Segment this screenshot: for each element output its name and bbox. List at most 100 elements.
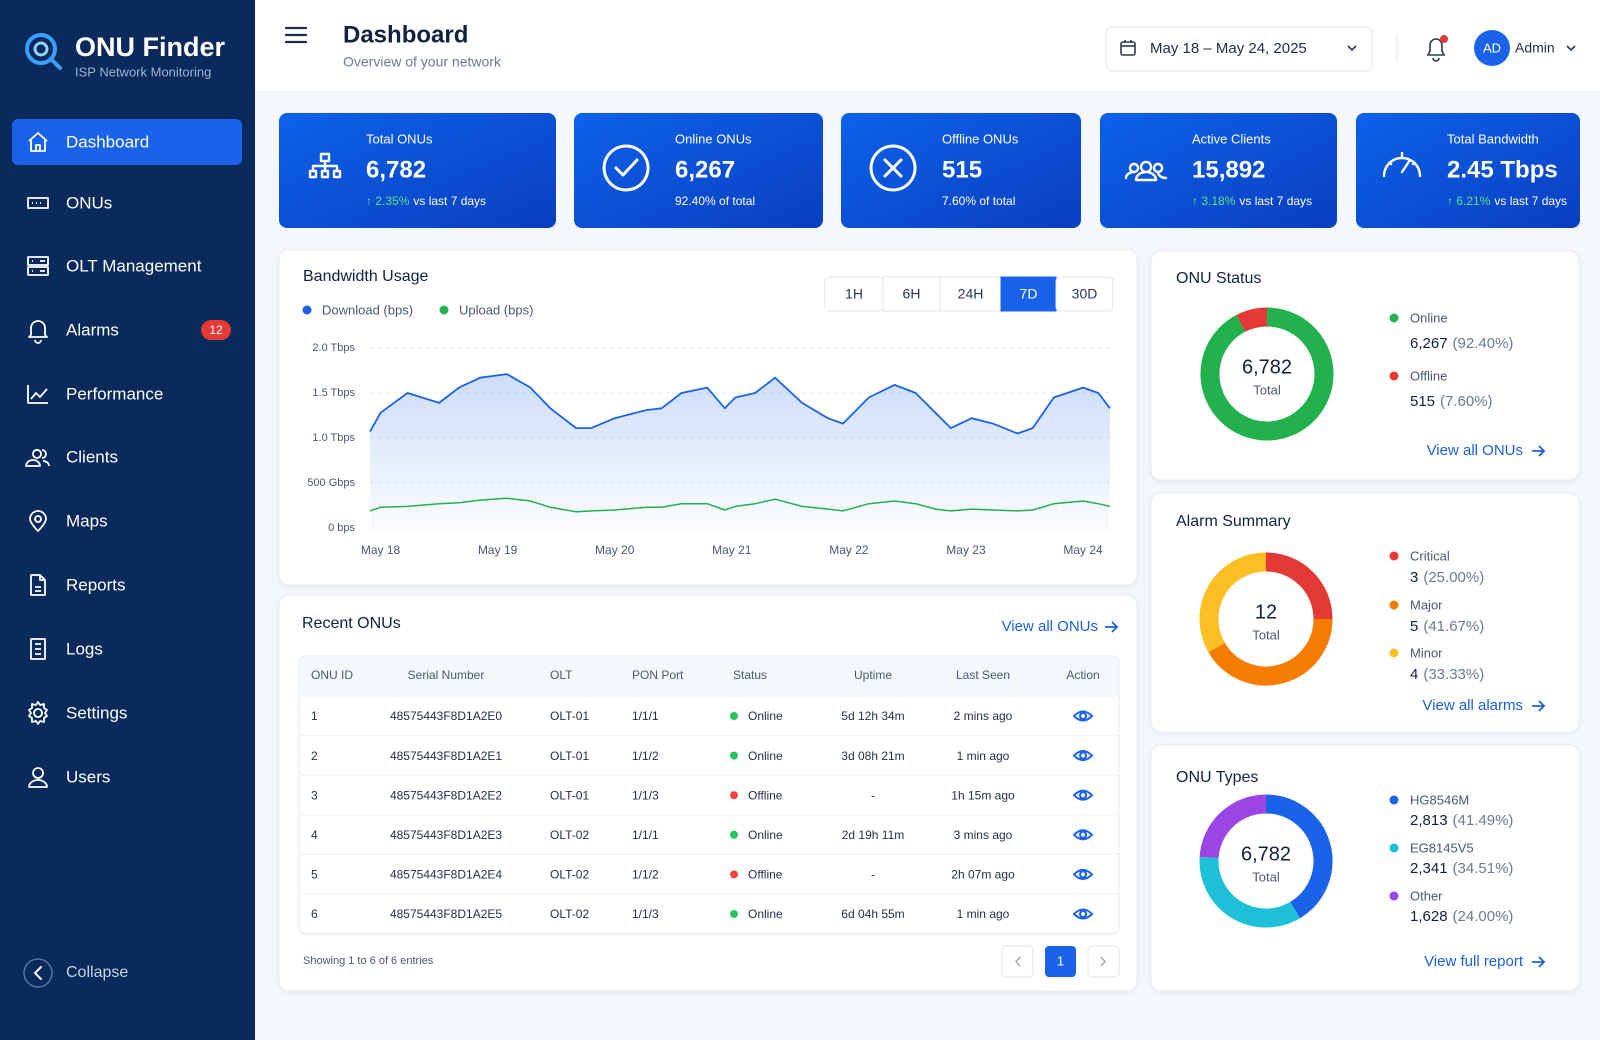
range-label[interactable]: 6H	[903, 286, 921, 302]
table-cell: 3 mins ago	[954, 828, 1013, 842]
card-title: ONU Types	[1176, 769, 1258, 786]
nav-item[interactable]: Logs	[66, 639, 103, 658]
page-current[interactable]	[1045, 946, 1076, 977]
table-cell: 1	[311, 709, 318, 723]
range-label[interactable]: 1H	[845, 286, 863, 302]
table-cell: 48575443F8D1A2E4	[390, 868, 502, 882]
collapse-label[interactable]: Collapse	[66, 964, 128, 981]
legend-label: Minor	[1410, 645, 1443, 660]
kpi-change: ↑ 6.21%	[1447, 194, 1491, 208]
range-button[interactable]	[1055, 276, 1114, 312]
legend-percent: (24.00%)	[1453, 908, 1514, 925]
sidebar	[0, 0, 255, 1040]
donut-center-value: 12	[1255, 601, 1277, 623]
page-prev[interactable]	[1001, 945, 1034, 978]
legend-value: 2,813 (41.49%)	[1410, 812, 1513, 829]
kpi-footnote: ↑ 2.35% vs last 7 days	[366, 194, 486, 208]
table-cell: OLT-01	[550, 788, 589, 802]
table-cell: 48575443F8D1A2E3	[390, 828, 502, 842]
nav-item[interactable]: ONUs	[66, 193, 112, 212]
donut-segment	[1199, 856, 1300, 928]
table-cell: 1/1/3	[632, 907, 659, 921]
table-cell: 1 min ago	[957, 907, 1010, 921]
nav-item[interactable]: Alarms	[66, 320, 119, 339]
y-tick-label: 2.0 Tbps	[312, 342, 355, 354]
legend-marker	[1389, 843, 1399, 853]
legend-marker	[1389, 371, 1399, 381]
card-link[interactable]: View all alarms	[1422, 697, 1523, 714]
menu-button[interactable]	[284, 26, 308, 44]
x-tick-label: May 24	[1063, 543, 1103, 557]
kpi-icon	[602, 144, 650, 192]
legend-label: Upload (bps)	[459, 302, 533, 317]
link-arrow	[1532, 445, 1546, 457]
user-name[interactable]: Admin	[1515, 40, 1555, 56]
range-button[interactable]	[939, 276, 1002, 312]
kpi-note: vs last 7 days	[1494, 194, 1567, 208]
page-number[interactable]: 1	[1057, 953, 1064, 968]
nav-icon	[29, 510, 47, 532]
column-header: ONU ID	[311, 668, 353, 682]
donut-segment	[1208, 618, 1333, 686]
date-picker[interactable]	[1105, 26, 1373, 72]
line	[369, 373, 1111, 435]
donut-segment	[1265, 552, 1333, 620]
view-button[interactable]	[1072, 908, 1094, 920]
nav-item[interactable]: Users	[66, 767, 110, 786]
kpi-icon	[869, 144, 917, 192]
nav-item[interactable]: OLT Management	[66, 256, 202, 275]
page-next[interactable]	[1087, 945, 1120, 978]
view-button[interactable]	[1072, 789, 1094, 801]
nav-item[interactable]: Performance	[66, 384, 163, 403]
donut-segment	[1265, 794, 1333, 919]
calendar-icon	[1120, 40, 1136, 56]
table-cell: 1/1/1	[632, 828, 659, 842]
range-label[interactable]: 30D	[1072, 286, 1098, 302]
notification-dot	[1440, 35, 1448, 43]
table-cell: OLT-01	[550, 749, 589, 763]
card-link[interactable]: View full report	[1424, 953, 1524, 970]
range-label[interactable]: 7D	[1020, 286, 1038, 302]
date-chevron	[1347, 45, 1357, 52]
table-cell: 2 mins ago	[954, 709, 1013, 723]
nav-item[interactable]: Maps	[66, 511, 108, 530]
view-button[interactable]	[1072, 750, 1094, 762]
table-cell: -	[871, 868, 875, 882]
kpi-card	[1356, 113, 1580, 228]
user-avatar[interactable]	[1474, 30, 1510, 66]
nav-item[interactable]: Settings	[66, 703, 127, 722]
status-label: Online	[748, 749, 783, 763]
table-cell: OLT-02	[550, 868, 589, 882]
table-cell: 6d 04h 55m	[841, 907, 904, 921]
column-header: Uptime	[854, 668, 892, 682]
nav-item[interactable]: Clients	[66, 447, 118, 466]
range-button[interactable]	[882, 276, 941, 312]
donut-center-value: 6,782	[1242, 356, 1292, 378]
legend-percent: (34.51%)	[1453, 860, 1514, 877]
view-button[interactable]	[1072, 710, 1094, 722]
view-button[interactable]	[1072, 868, 1094, 880]
card-link[interactable]: View all ONUs	[1427, 442, 1523, 459]
status-dot	[730, 791, 738, 800]
brand-tagline: ISP Network Monitoring	[75, 64, 211, 79]
status-label: Offline	[748, 788, 783, 802]
nav-item[interactable]: Reports	[66, 575, 126, 594]
donut-center-label: Total	[1252, 627, 1280, 642]
x-tick-label: May 21	[712, 543, 752, 557]
x-tick-label: May 19	[478, 543, 518, 557]
kpi-icon	[1382, 151, 1422, 178]
legend-marker	[1389, 795, 1399, 805]
legend-value: 2,341 (34.51%)	[1410, 860, 1513, 877]
collapse-button[interactable]	[23, 958, 53, 988]
card-link[interactable]: View all ONUs	[1002, 618, 1098, 635]
view-button[interactable]	[1072, 829, 1094, 841]
nav-item[interactable]: Dashboard	[66, 132, 149, 151]
range-label[interactable]: 24H	[958, 286, 984, 302]
notifications-button[interactable]	[1426, 38, 1446, 62]
kpi-change: ↑ 3.18%	[1192, 194, 1236, 208]
date-range[interactable]: May 18 – May 24, 2025	[1150, 40, 1307, 57]
legend-percent: (33.33%)	[1423, 666, 1484, 683]
table-cell: 48575443F8D1A2E5	[390, 907, 502, 921]
legend-label: Major	[1410, 597, 1443, 612]
